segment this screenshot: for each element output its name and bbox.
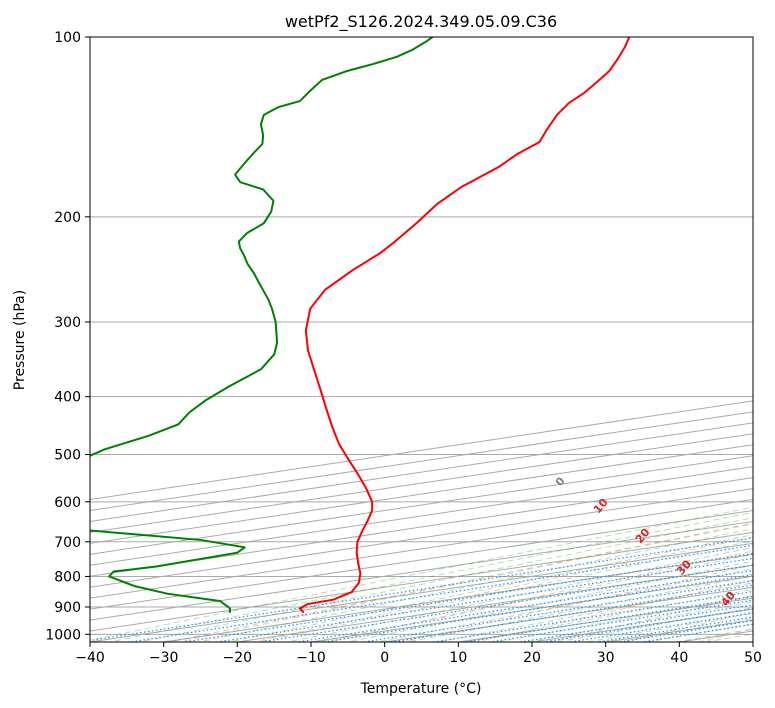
isotherm-line bbox=[90, 455, 753, 555]
mixing-ratio-line bbox=[566, 612, 753, 642]
axis-ticks: −40 −30 −20 −10 0 10 20 30 40 50 100 200 300 400 500 60… bbox=[45, 30, 762, 666]
moist-adiabat-line bbox=[196, 528, 753, 642]
dry-adiabat-line bbox=[548, 595, 753, 642]
plot-frame bbox=[89, 36, 754, 643]
x-tick-label: 0 bbox=[380, 650, 389, 666]
y-tick-label: 300 bbox=[54, 315, 81, 331]
mixing-ratio-line bbox=[293, 569, 753, 642]
x-tick-label: −20 bbox=[223, 650, 253, 666]
moist-adiabat-line bbox=[344, 560, 753, 642]
x-tick-label: 20 bbox=[523, 650, 541, 666]
y-tick-label: 400 bbox=[54, 390, 81, 406]
moist-adiabat-line bbox=[523, 601, 753, 642]
isotherm-line bbox=[90, 466, 753, 566]
moist-adiabat-line bbox=[285, 546, 753, 642]
y-tick-label: 200 bbox=[54, 210, 81, 226]
moist-adiabat-line bbox=[90, 506, 753, 641]
isotherm-line bbox=[90, 509, 753, 610]
y-tick-label: 600 bbox=[54, 495, 81, 511]
isotherm-line bbox=[90, 542, 753, 642]
mixing-ratio-line bbox=[359, 579, 753, 642]
x-axis-label: Temperature (°C) bbox=[360, 681, 482, 697]
isotherm-line bbox=[90, 499, 753, 599]
x-tick-label: −40 bbox=[75, 650, 105, 666]
isotherm-line bbox=[90, 488, 753, 588]
data-layer bbox=[90, 37, 631, 614]
moist-adiabat-line bbox=[494, 595, 753, 642]
mixing-ratio-line bbox=[616, 620, 753, 642]
moist-adiabat-line bbox=[166, 522, 753, 642]
dry-adiabat-line bbox=[325, 550, 753, 642]
isotherm-line bbox=[90, 531, 753, 632]
mixing-ratio-line bbox=[257, 564, 753, 642]
mixing-ratio-line bbox=[180, 552, 753, 642]
x-tick-label: −30 bbox=[149, 650, 179, 666]
y-tick-label: 700 bbox=[54, 535, 81, 551]
chart-title: wetPf2_S126.2024.349.05.09.C36 bbox=[285, 12, 557, 32]
x-tick-label: 50 bbox=[744, 650, 762, 666]
y-tick-label: 800 bbox=[54, 569, 81, 585]
moist-adiabat-line bbox=[434, 582, 753, 642]
x-tick-label: 30 bbox=[597, 650, 615, 666]
x-tick-label: 10 bbox=[449, 650, 467, 666]
grid-layer bbox=[90, 37, 753, 642]
y-tick-label: 1000 bbox=[45, 627, 81, 643]
mixing-ratio-line bbox=[126, 544, 753, 642]
dry-adiabat-line bbox=[250, 536, 753, 642]
y-tick-label: 100 bbox=[54, 30, 81, 46]
dry-adiabat-line bbox=[473, 579, 753, 642]
x-tick-label: 40 bbox=[670, 650, 688, 666]
mixing-ratio-line bbox=[461, 595, 753, 642]
y-axis-label: Pressure (hPa) bbox=[12, 290, 28, 390]
dewpoint-line bbox=[90, 37, 434, 613]
mixing-ratio-line bbox=[516, 604, 753, 642]
isotherm-line bbox=[90, 520, 753, 621]
moist-adiabat-line bbox=[107, 511, 753, 642]
isotherm-line bbox=[90, 477, 753, 577]
x-tick-label: −10 bbox=[296, 650, 326, 666]
temperature-line bbox=[298, 37, 631, 614]
y-tick-label: 500 bbox=[54, 448, 81, 464]
y-tick-label: 900 bbox=[54, 600, 81, 616]
